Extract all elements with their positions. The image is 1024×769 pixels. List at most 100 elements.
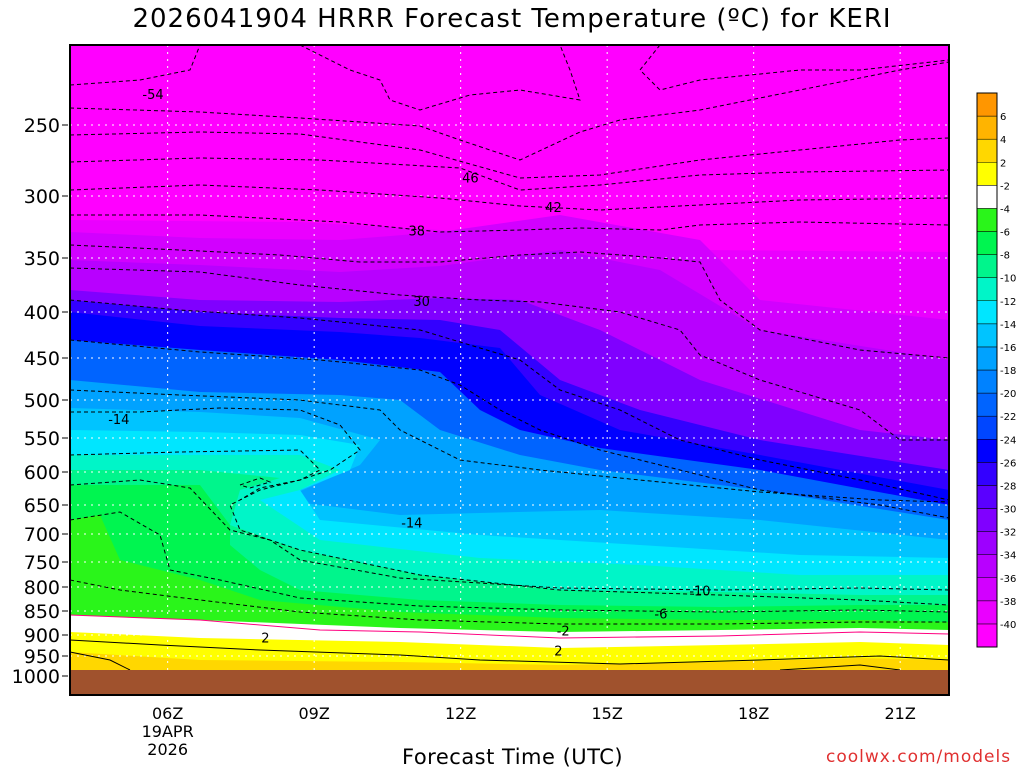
contour-line xyxy=(70,511,949,613)
colorbar-label: 2 xyxy=(1000,158,1006,169)
colorbar-label: -8 xyxy=(1000,251,1010,262)
colorbar-box xyxy=(976,346,998,371)
contour-label: -10 xyxy=(689,584,710,599)
y-tick-label: 800 xyxy=(24,577,60,599)
colorbar-label: -6 xyxy=(1000,228,1010,239)
contour-label: 30 xyxy=(413,295,430,310)
contour-line xyxy=(70,184,949,211)
colorbar-label: 6 xyxy=(1000,112,1006,123)
contour-line xyxy=(70,479,949,591)
y-tick-label: 550 xyxy=(24,428,60,450)
y-tick-label: 500 xyxy=(24,390,60,412)
contour-line xyxy=(70,651,131,671)
contour-line xyxy=(70,214,949,233)
colorbar-box xyxy=(976,300,998,325)
contour-line xyxy=(70,339,949,519)
colorbar-box xyxy=(976,277,998,301)
colorbar-label: -38 xyxy=(1000,597,1016,608)
contour-label: -6 xyxy=(654,607,667,622)
contour-line xyxy=(639,45,949,91)
y-tick-label: 300 xyxy=(24,186,60,208)
contour-label: 2 xyxy=(554,645,562,660)
colorbar-box xyxy=(976,600,998,625)
x-date-label: 2026 xyxy=(147,740,188,759)
x-tick-label: 06Z xyxy=(152,704,183,723)
contour-line xyxy=(70,61,949,161)
x-tick-label: 15Z xyxy=(592,704,623,723)
colorbar-box xyxy=(976,554,998,579)
plot-area xyxy=(70,45,949,695)
y-tick-label: 400 xyxy=(24,302,60,324)
contour-line xyxy=(70,389,949,503)
x-tick-label: 21Z xyxy=(885,704,916,723)
y-tick-label: 600 xyxy=(24,462,60,484)
colorbar-box xyxy=(976,485,998,509)
colorbar-label: -10 xyxy=(1000,274,1016,285)
colorbar-label: -16 xyxy=(1000,343,1016,354)
colorbar-box xyxy=(976,392,998,417)
colorbar-label: -12 xyxy=(1000,297,1016,308)
colorbar-box xyxy=(976,531,998,555)
contour-line xyxy=(70,157,949,191)
colorbar-label: -24 xyxy=(1000,435,1016,446)
x-tick-label: 18Z xyxy=(738,704,769,723)
colorbar-box xyxy=(976,92,998,117)
colorbar-box xyxy=(976,162,998,186)
colorbar-box xyxy=(976,369,998,394)
contour-line xyxy=(70,131,949,179)
contour-line xyxy=(779,664,901,671)
source-credit-link[interactable]: coolwx.com/models xyxy=(826,747,1012,767)
colorbar-label: -20 xyxy=(1000,389,1016,400)
contour-label: -14 xyxy=(401,516,422,531)
chart-title: 2026041904 HRRR Forecast Temperature (ºC… xyxy=(132,4,892,34)
colorbar-label: -32 xyxy=(1000,528,1016,539)
colorbar-label: 4 xyxy=(1000,135,1006,146)
x-axis-title: Forecast Time (UTC) xyxy=(402,745,624,769)
colorbar-label: -22 xyxy=(1000,412,1016,423)
colorbar-label: -2 xyxy=(1000,181,1010,192)
contour-label: 42 xyxy=(545,201,562,216)
colorbar-label: -34 xyxy=(1000,551,1016,562)
contour-line xyxy=(70,614,949,639)
contour-label: -14 xyxy=(108,413,129,428)
ground-layer xyxy=(70,670,949,695)
contour-line xyxy=(70,639,949,665)
colorbar-box xyxy=(976,577,998,602)
colorbar-box xyxy=(976,231,998,255)
contour-line xyxy=(239,477,272,489)
contour-line xyxy=(70,45,201,86)
colorbar-box xyxy=(976,462,998,486)
y-tick-label: 650 xyxy=(24,495,60,517)
contour-label: -2 xyxy=(557,625,570,640)
colorbar-label: -36 xyxy=(1000,574,1016,585)
y-tick-label: 1000 xyxy=(12,666,60,688)
y-tick-label: 350 xyxy=(24,248,60,270)
y-tick-label: 450 xyxy=(24,348,60,370)
colorbar-box xyxy=(976,415,998,440)
contour-label: 46 xyxy=(462,172,479,187)
colorbar-label: -18 xyxy=(1000,366,1016,377)
plot-frame xyxy=(69,44,950,696)
colorbar-label: -14 xyxy=(1000,320,1016,331)
y-tick-label: 700 xyxy=(24,524,60,546)
colorbar-box xyxy=(976,254,998,278)
colorbar-box xyxy=(976,208,998,232)
x-tick-label: 09Z xyxy=(299,704,330,723)
contour-line xyxy=(70,299,949,501)
colorbar-label: -28 xyxy=(1000,481,1016,492)
contour-label: 38 xyxy=(408,225,425,240)
y-tick-label: 900 xyxy=(24,625,60,647)
y-tick-label: 850 xyxy=(24,601,60,623)
colorbar-box xyxy=(976,185,998,209)
x-tick-label: 12Z xyxy=(445,704,476,723)
y-tick-label: 750 xyxy=(24,552,60,574)
colorbar-box xyxy=(976,439,998,463)
colorbar-box xyxy=(976,323,998,348)
contour-label: 2 xyxy=(261,632,269,647)
contour-line xyxy=(70,244,949,359)
contour-line xyxy=(70,407,949,606)
contour-label: -54 xyxy=(142,88,163,103)
colorbar-box xyxy=(976,508,998,532)
colorbar-box xyxy=(976,138,998,163)
